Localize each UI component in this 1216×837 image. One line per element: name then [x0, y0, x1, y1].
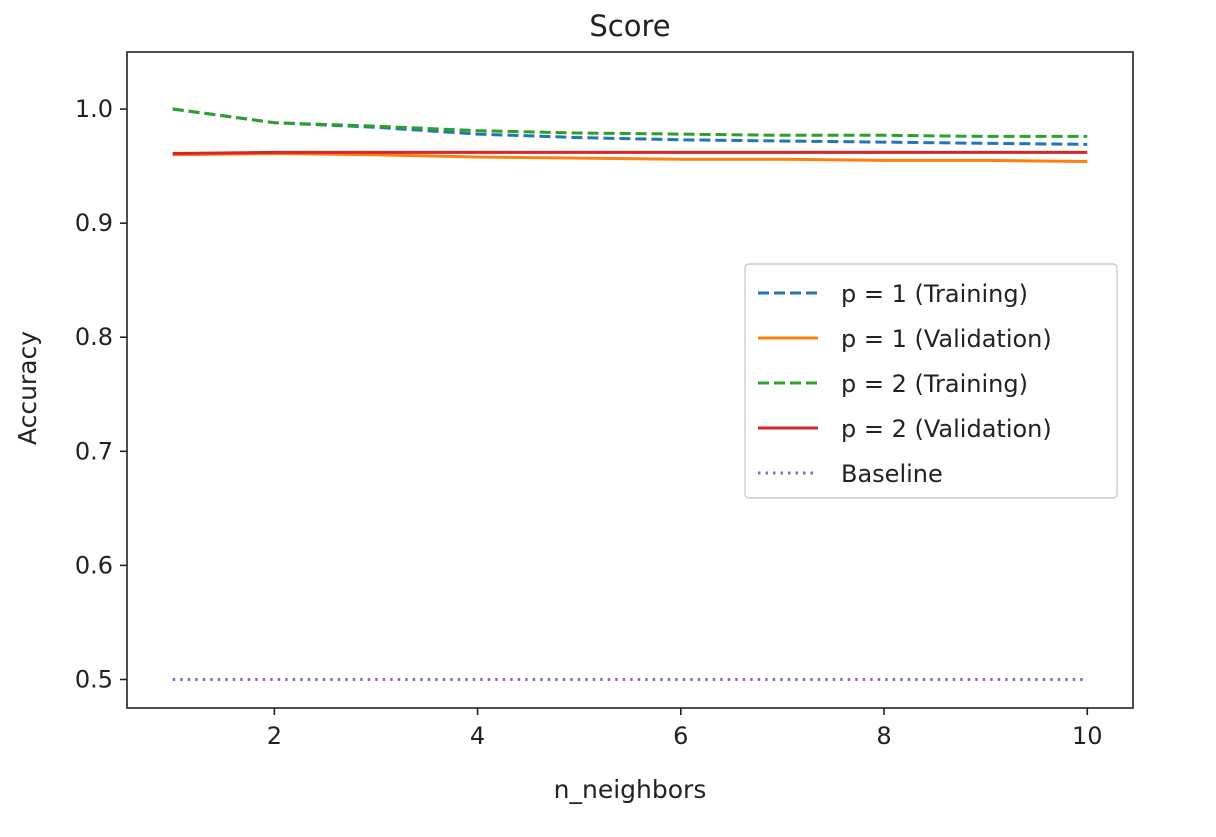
y-tick-label: 0.8 — [75, 323, 113, 351]
legend-label: p = 1 (Training) — [841, 280, 1028, 308]
y-tick-label: 0.9 — [75, 209, 113, 237]
x-tick-label: 2 — [267, 722, 282, 750]
x-tick-label: 8 — [876, 722, 891, 750]
y-tick-label: 0.6 — [75, 551, 113, 579]
chart-title: Score — [589, 9, 670, 43]
x-tick-label: 6 — [673, 722, 688, 750]
legend-label: p = 1 (Validation) — [841, 325, 1052, 353]
y-tick-label: 0.7 — [75, 437, 113, 465]
series-line-3 — [172, 107, 1088, 138]
plot-frame — [126, 51, 1134, 709]
x-axis-title: n_neighbors — [554, 775, 707, 804]
legend: p = 1 (Training) p = 1 (Validation) p = 2 … — [744, 263, 1118, 499]
legend-box — [744, 263, 1118, 499]
x-tick-label: 4 — [470, 722, 485, 750]
legend-label: Baseline — [841, 460, 943, 488]
series-line-1 — [172, 107, 1088, 146]
x-tick-label: 10 — [1072, 722, 1103, 750]
series-line-2 — [172, 152, 1088, 163]
plot-layer — [172, 107, 1088, 681]
y-tick-label: 0.5 — [75, 665, 113, 693]
y-axis-title: Accuracy — [13, 331, 42, 445]
legend-label: p = 2 (Validation) — [841, 415, 1052, 443]
legend-label: p = 2 (Training) — [841, 370, 1028, 398]
y-tick-label: 1.0 — [75, 95, 113, 123]
series-line-4 — [172, 150, 1088, 155]
ticks-layer: 2 4 6 8 10 0.5 0.6 0.7 0.8 0.9 1.0 — [75, 95, 1103, 750]
